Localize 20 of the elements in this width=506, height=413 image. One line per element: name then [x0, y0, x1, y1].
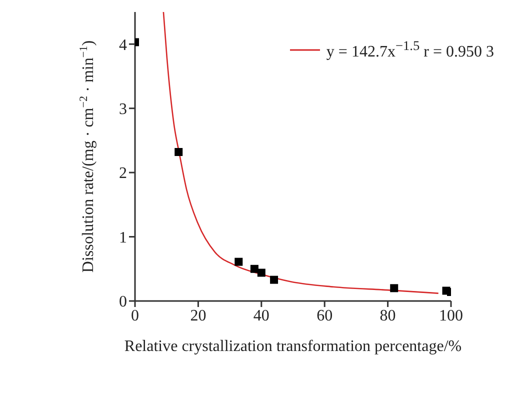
y-tick-label: 4 [119, 36, 127, 54]
x-tick-label: 40 [253, 307, 270, 324]
point [174, 148, 183, 156]
legend-label: y = 142.7x$^{−1.5}$ r = 0.950 3 [326, 38, 494, 62]
x-tick-label: 80 [380, 307, 396, 324]
x-tick-label: 60 [316, 307, 333, 324]
point [390, 284, 398, 292]
x-tick-label: 0 [131, 307, 139, 324]
y-tick-label: 3 [119, 101, 127, 118]
point [270, 276, 278, 284]
point [234, 258, 243, 266]
y-tick-label: 0 [119, 294, 127, 311]
y-tick-label: 1 [119, 229, 127, 246]
y-tick-label: 2 [119, 165, 127, 182]
line-series [162, 12, 440, 294]
x-tick-label: 20 [190, 307, 206, 324]
point [257, 268, 266, 277]
x-tick-label: 100 [439, 307, 463, 324]
x-axis-title: Relative crystallization transformation percentage/% [124, 338, 462, 355]
point [250, 264, 258, 273]
